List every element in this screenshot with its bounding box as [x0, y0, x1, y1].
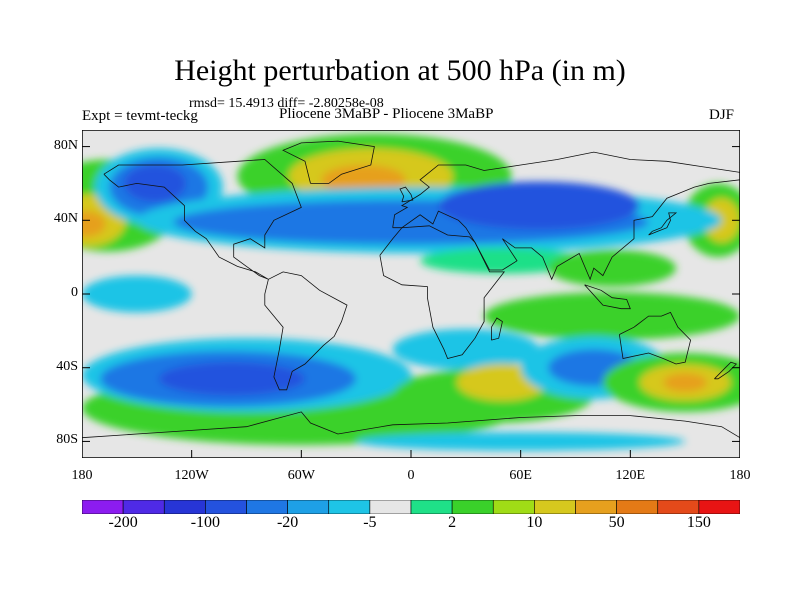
- lat-label: 40S: [56, 358, 78, 374]
- coastline-indonesia: [584, 284, 631, 310]
- anomaly-region-negative: [392, 329, 539, 370]
- colorbar-label: -5: [363, 514, 377, 531]
- colorbar-label: 2: [448, 514, 457, 531]
- colorbar-swatch: [328, 500, 371, 514]
- lon-label: 60W: [287, 468, 315, 483]
- colorbar-swatch: [698, 500, 740, 514]
- lat-label: 80N: [53, 137, 78, 153]
- anomaly-region-negative: [82, 275, 192, 313]
- season-label: DJF: [709, 107, 735, 123]
- colorbar-label: -100: [190, 514, 221, 531]
- coastline-eurasia: [392, 151, 740, 281]
- colorbar-label: 150: [686, 514, 711, 531]
- lon-label: 180: [729, 468, 751, 483]
- colorbar-swatch: [657, 500, 700, 514]
- colorbar-swatch: [534, 500, 576, 514]
- coastline-south-america: [264, 271, 348, 391]
- colorbar-swatch: [616, 500, 659, 514]
- colorbar-swatch: [82, 500, 124, 514]
- colorbar-swatch: [575, 500, 617, 514]
- coastline-madagascar: [490, 317, 503, 341]
- experiment-label: Expt = tevmt-teckg: [82, 108, 198, 124]
- colorbar-label: -200: [108, 514, 138, 531]
- colorbar-swatch: [287, 500, 330, 514]
- stats-label: rmsd= 15.4913 diff= -2.80258e-08: [189, 96, 384, 111]
- lon-label: 120E: [615, 468, 646, 483]
- coastline-greenland: [282, 140, 375, 184]
- lat-label: 40N: [53, 211, 78, 227]
- colorbar-label: 50: [608, 514, 625, 531]
- lon-label: 120W: [174, 468, 209, 483]
- colorbar-swatch: [246, 500, 288, 514]
- colorbar-swatch: [410, 500, 453, 514]
- coastline-north-america: [103, 159, 302, 280]
- colorbar-swatch: [369, 500, 412, 514]
- anomaly-region-negative: [356, 432, 686, 451]
- coastline-british-isles: [399, 186, 414, 203]
- colorbar-swatch: [205, 500, 247, 514]
- lon-label: 0: [407, 468, 415, 483]
- anomaly-region-positive: [484, 292, 740, 341]
- lon-label: 180: [71, 468, 93, 483]
- colorbar-swatch: [122, 500, 165, 514]
- comparison-label: Pliocene 3MaBP - Pliocene 3MaBP: [279, 106, 494, 122]
- lon-label: 60E: [509, 468, 532, 483]
- map-plot: [82, 130, 740, 458]
- lat-label: 80S: [56, 432, 78, 448]
- coastline-australia: [619, 311, 692, 365]
- anomaly-region-negative: [158, 362, 305, 396]
- coastline-japan: [648, 212, 678, 236]
- colorbar-swatch: [163, 500, 206, 514]
- anomaly-region-positive: [321, 165, 406, 195]
- anomaly-region-negative: [124, 165, 187, 202]
- coastline-antarctica: [82, 411, 740, 439]
- anomaly-region-positive: [420, 247, 585, 274]
- anomaly-region-positive: [82, 211, 106, 237]
- colorbar-swatch: [492, 500, 535, 514]
- colorbar-label: -20: [276, 514, 299, 531]
- coastline-new-zealand: [714, 361, 738, 380]
- anomaly-region-positive: [663, 373, 708, 392]
- anomaly-region-negative: [438, 181, 640, 230]
- colorbar-label: 10: [526, 514, 543, 531]
- colorbar: [82, 500, 740, 514]
- coastline-africa: [379, 225, 506, 359]
- chart-title: Height perturbation at 500 hPa (in m): [174, 54, 626, 87]
- anomaly-region-positive: [548, 249, 677, 287]
- lat-label: 0: [71, 285, 78, 300]
- colorbar-swatch: [451, 500, 494, 514]
